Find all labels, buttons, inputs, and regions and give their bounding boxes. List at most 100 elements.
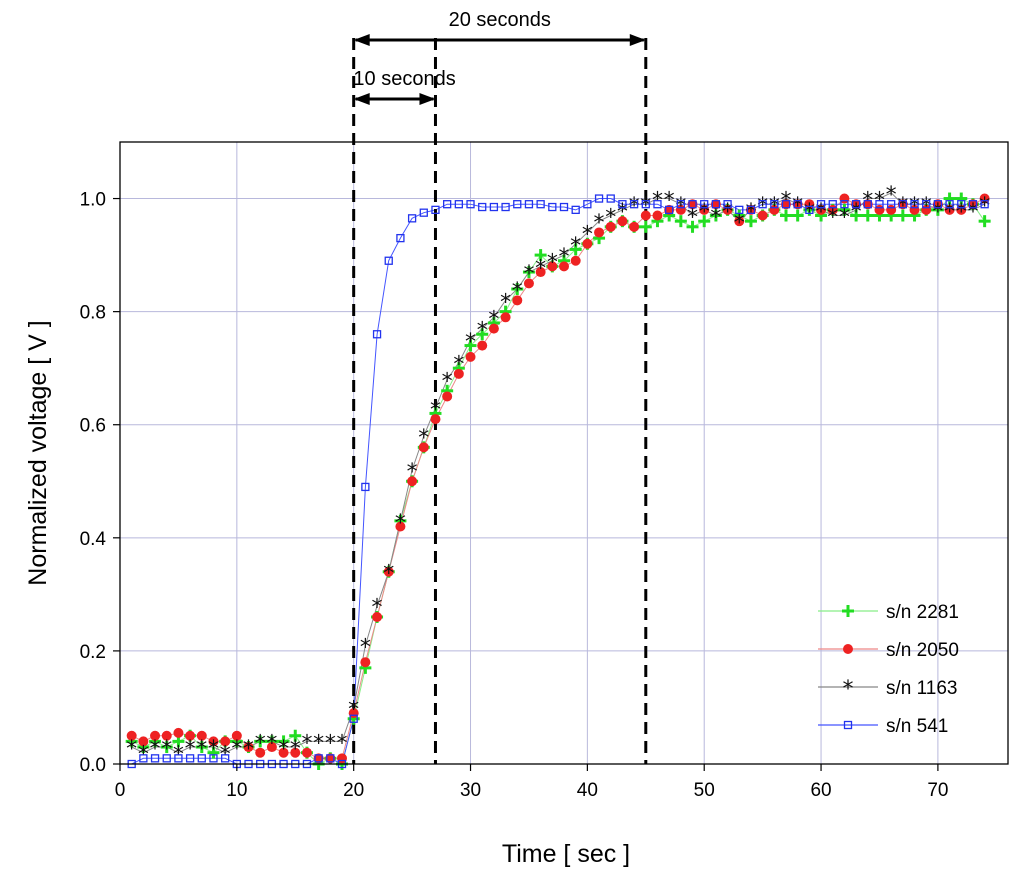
data-point-s2: * (769, 194, 780, 219)
data-point-s2: * (301, 731, 312, 756)
y-tick-label: 1.0 (80, 190, 106, 211)
data-point-s2: * (290, 737, 301, 762)
data-point-s3 (209, 754, 218, 763)
data-point-s1 (255, 747, 266, 758)
data-point-s2: * (664, 189, 675, 214)
data-point-s2: * (757, 194, 768, 219)
data-point-s0 (289, 729, 302, 742)
data-point-s3 (536, 200, 545, 209)
data-point-s2: * (734, 211, 745, 236)
y-tick-label: 0.8 (80, 303, 106, 324)
data-point-s0 (943, 192, 956, 205)
data-point-s2: * (372, 596, 383, 621)
annotation-label: 20 seconds (449, 9, 551, 31)
data-point-s1 (138, 736, 149, 747)
x-tick-label: 70 (927, 780, 948, 801)
data-point-s1 (512, 295, 523, 306)
data-point-s2: * (687, 206, 698, 231)
data-point-s3 (419, 208, 428, 217)
data-point-s3 (197, 754, 206, 763)
legend-marker (843, 644, 853, 654)
data-point-s3 (641, 200, 650, 209)
x-tick-label: 30 (460, 780, 481, 801)
data-point-s1 (301, 747, 312, 758)
x-tick-label: 60 (810, 780, 831, 801)
data-point-s1 (734, 216, 745, 227)
x-tick-label: 40 (577, 780, 598, 801)
data-point-s1 (395, 521, 406, 532)
series-line-0 (131, 198, 986, 765)
data-point-s2: * (804, 200, 815, 225)
data-point-s2: * (243, 737, 254, 762)
data-point-s3 (454, 200, 463, 209)
data-point-s0 (896, 209, 909, 222)
data-point-s1 (500, 312, 511, 323)
data-point-s3 (583, 200, 592, 209)
data-point-s1 (547, 261, 558, 272)
annotation-arrow (353, 34, 646, 46)
data-point-s1 (465, 351, 476, 362)
data-point-s1 (582, 238, 593, 249)
data-point-s3 (933, 200, 943, 209)
data-point-s2: * (629, 194, 640, 219)
data-point-s0 (955, 192, 968, 205)
data-point-s1 (640, 210, 651, 221)
y-tick-label: 0.4 (80, 529, 107, 550)
data-point-s3 (840, 200, 849, 209)
data-point-s3 (606, 194, 615, 203)
data-point-s1 (243, 742, 254, 753)
data-point-s1 (231, 730, 242, 741)
data-point-s1 (617, 216, 628, 227)
data-point-s3 (665, 205, 674, 215)
data-point-s2: * (897, 194, 908, 219)
data-point-s2: * (956, 200, 967, 225)
data-point-s2: * (208, 737, 219, 762)
data-point-s2: * (839, 206, 850, 231)
data-point-s2: * (418, 426, 429, 451)
data-point-s1 (851, 199, 862, 210)
data-point-s2: * (827, 206, 838, 231)
data-point-s3 (396, 233, 405, 243)
data-point-s2: * (979, 194, 990, 219)
data-point-s1 (161, 730, 172, 741)
data-point-s2: * (465, 330, 476, 355)
data-point-s3 (711, 200, 721, 209)
data-point-s0 (534, 249, 547, 262)
legend-marker: * (843, 677, 854, 702)
data-point-s1 (687, 199, 698, 210)
data-point-s2: * (488, 307, 499, 332)
data-point-s1 (383, 566, 394, 577)
data-point-s3 (863, 200, 872, 209)
data-point-s3 (326, 754, 335, 763)
data-point-s0 (744, 215, 757, 228)
data-point-s1 (932, 199, 943, 210)
data-point-s1 (360, 657, 371, 668)
data-point-s1 (418, 442, 429, 453)
data-point-s2: * (453, 353, 464, 378)
data-point-s3 (688, 200, 697, 209)
data-point-s1 (278, 747, 289, 758)
data-point-s2: * (255, 731, 266, 756)
data-point-s1 (745, 204, 756, 215)
data-point-s1 (967, 199, 978, 210)
data-point-s2: * (161, 737, 172, 762)
data-point-s0 (709, 209, 722, 222)
data-point-s3 (957, 200, 966, 209)
data-point-s3 (501, 202, 510, 212)
data-point-s0 (686, 220, 699, 233)
data-point-s3 (781, 200, 791, 209)
data-point-s1 (605, 221, 616, 232)
data-point-s1 (196, 730, 207, 741)
data-point-s3 (221, 754, 230, 763)
data-point-s3 (805, 205, 814, 215)
data-point-s3 (384, 256, 393, 265)
data-point-s3 (793, 200, 802, 209)
data-point-s0 (639, 220, 652, 233)
data-point-s2: * (559, 245, 570, 270)
data-point-s3 (162, 754, 171, 763)
data-point-s3 (653, 200, 662, 209)
x-tick-label: 0 (115, 780, 126, 801)
data-point-s0 (464, 339, 477, 352)
data-point-s2: * (699, 200, 710, 225)
x-tick-label: 20 (343, 780, 364, 801)
